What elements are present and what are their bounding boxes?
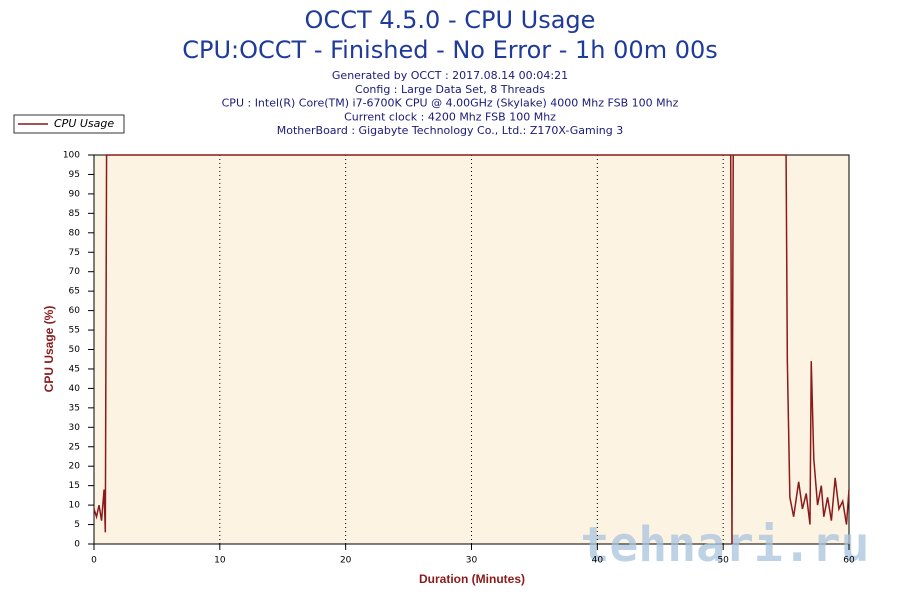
y-tick-label: 65 bbox=[69, 287, 80, 297]
y-tick-label: 85 bbox=[69, 209, 80, 219]
x-tick-label: 50 bbox=[717, 556, 729, 566]
x-tick-label: 60 bbox=[843, 556, 855, 566]
info-line: Config : Large Data Set, 8 Threads bbox=[355, 83, 545, 96]
y-tick-label: 10 bbox=[69, 501, 81, 511]
x-tick-label: 0 bbox=[91, 556, 97, 566]
y-tick-label: 95 bbox=[69, 170, 80, 180]
y-tick-label: 60 bbox=[69, 306, 81, 316]
x-tick-label: 10 bbox=[214, 556, 226, 566]
y-tick-label: 15 bbox=[69, 481, 80, 491]
chart-subtitle: CPU:OCCT - Finished - No Error - 1h 00m … bbox=[182, 36, 718, 64]
y-tick-label: 25 bbox=[69, 442, 80, 452]
y-tick-label: 40 bbox=[69, 384, 81, 394]
y-tick-label: 5 bbox=[74, 520, 80, 530]
legend: CPU Usage bbox=[13, 114, 125, 134]
data-line bbox=[93, 154, 850, 545]
x-tick-label: 20 bbox=[340, 556, 352, 566]
watermark: tehnari.ru bbox=[581, 517, 870, 573]
x-tick-label: 40 bbox=[592, 556, 604, 566]
y-tick-label: 75 bbox=[69, 248, 80, 258]
y-tick-label: 30 bbox=[69, 423, 81, 433]
legend-label: CPU Usage bbox=[54, 117, 114, 130]
y-tick-label: 90 bbox=[69, 189, 81, 199]
info-line: Generated by OCCT : 2017.08.14 00:04:21 bbox=[332, 69, 568, 82]
y-tick-label: 35 bbox=[69, 403, 80, 413]
x-axis-label: Duration (Minutes) bbox=[419, 572, 525, 586]
info-line: CPU : Intel(R) Core(TM) i7-6700K CPU @ 4… bbox=[222, 97, 679, 110]
y-tick-label: 70 bbox=[69, 267, 81, 277]
plot-area bbox=[93, 154, 850, 545]
y-tick-label: 0 bbox=[74, 540, 80, 550]
legend-box bbox=[13, 114, 125, 134]
y-tick-label: 80 bbox=[69, 228, 81, 238]
y-axis-label: CPU Usage (%) bbox=[42, 306, 56, 393]
info-line: Current clock : 4200 Mhz FSB 100 Mhz bbox=[344, 110, 556, 123]
x-tick-label: 30 bbox=[466, 556, 478, 566]
y-tick-label: 55 bbox=[69, 326, 80, 336]
chart-title: OCCT 4.5.0 - CPU Usage bbox=[305, 6, 596, 34]
y-tick-label: 45 bbox=[69, 364, 80, 374]
y-tick-label: 20 bbox=[69, 462, 81, 472]
y-tick-label: 100 bbox=[63, 151, 80, 161]
y-tick-label: 50 bbox=[69, 345, 81, 355]
info-line: MotherBoard : Gigabyte Technology Co., L… bbox=[277, 124, 624, 137]
